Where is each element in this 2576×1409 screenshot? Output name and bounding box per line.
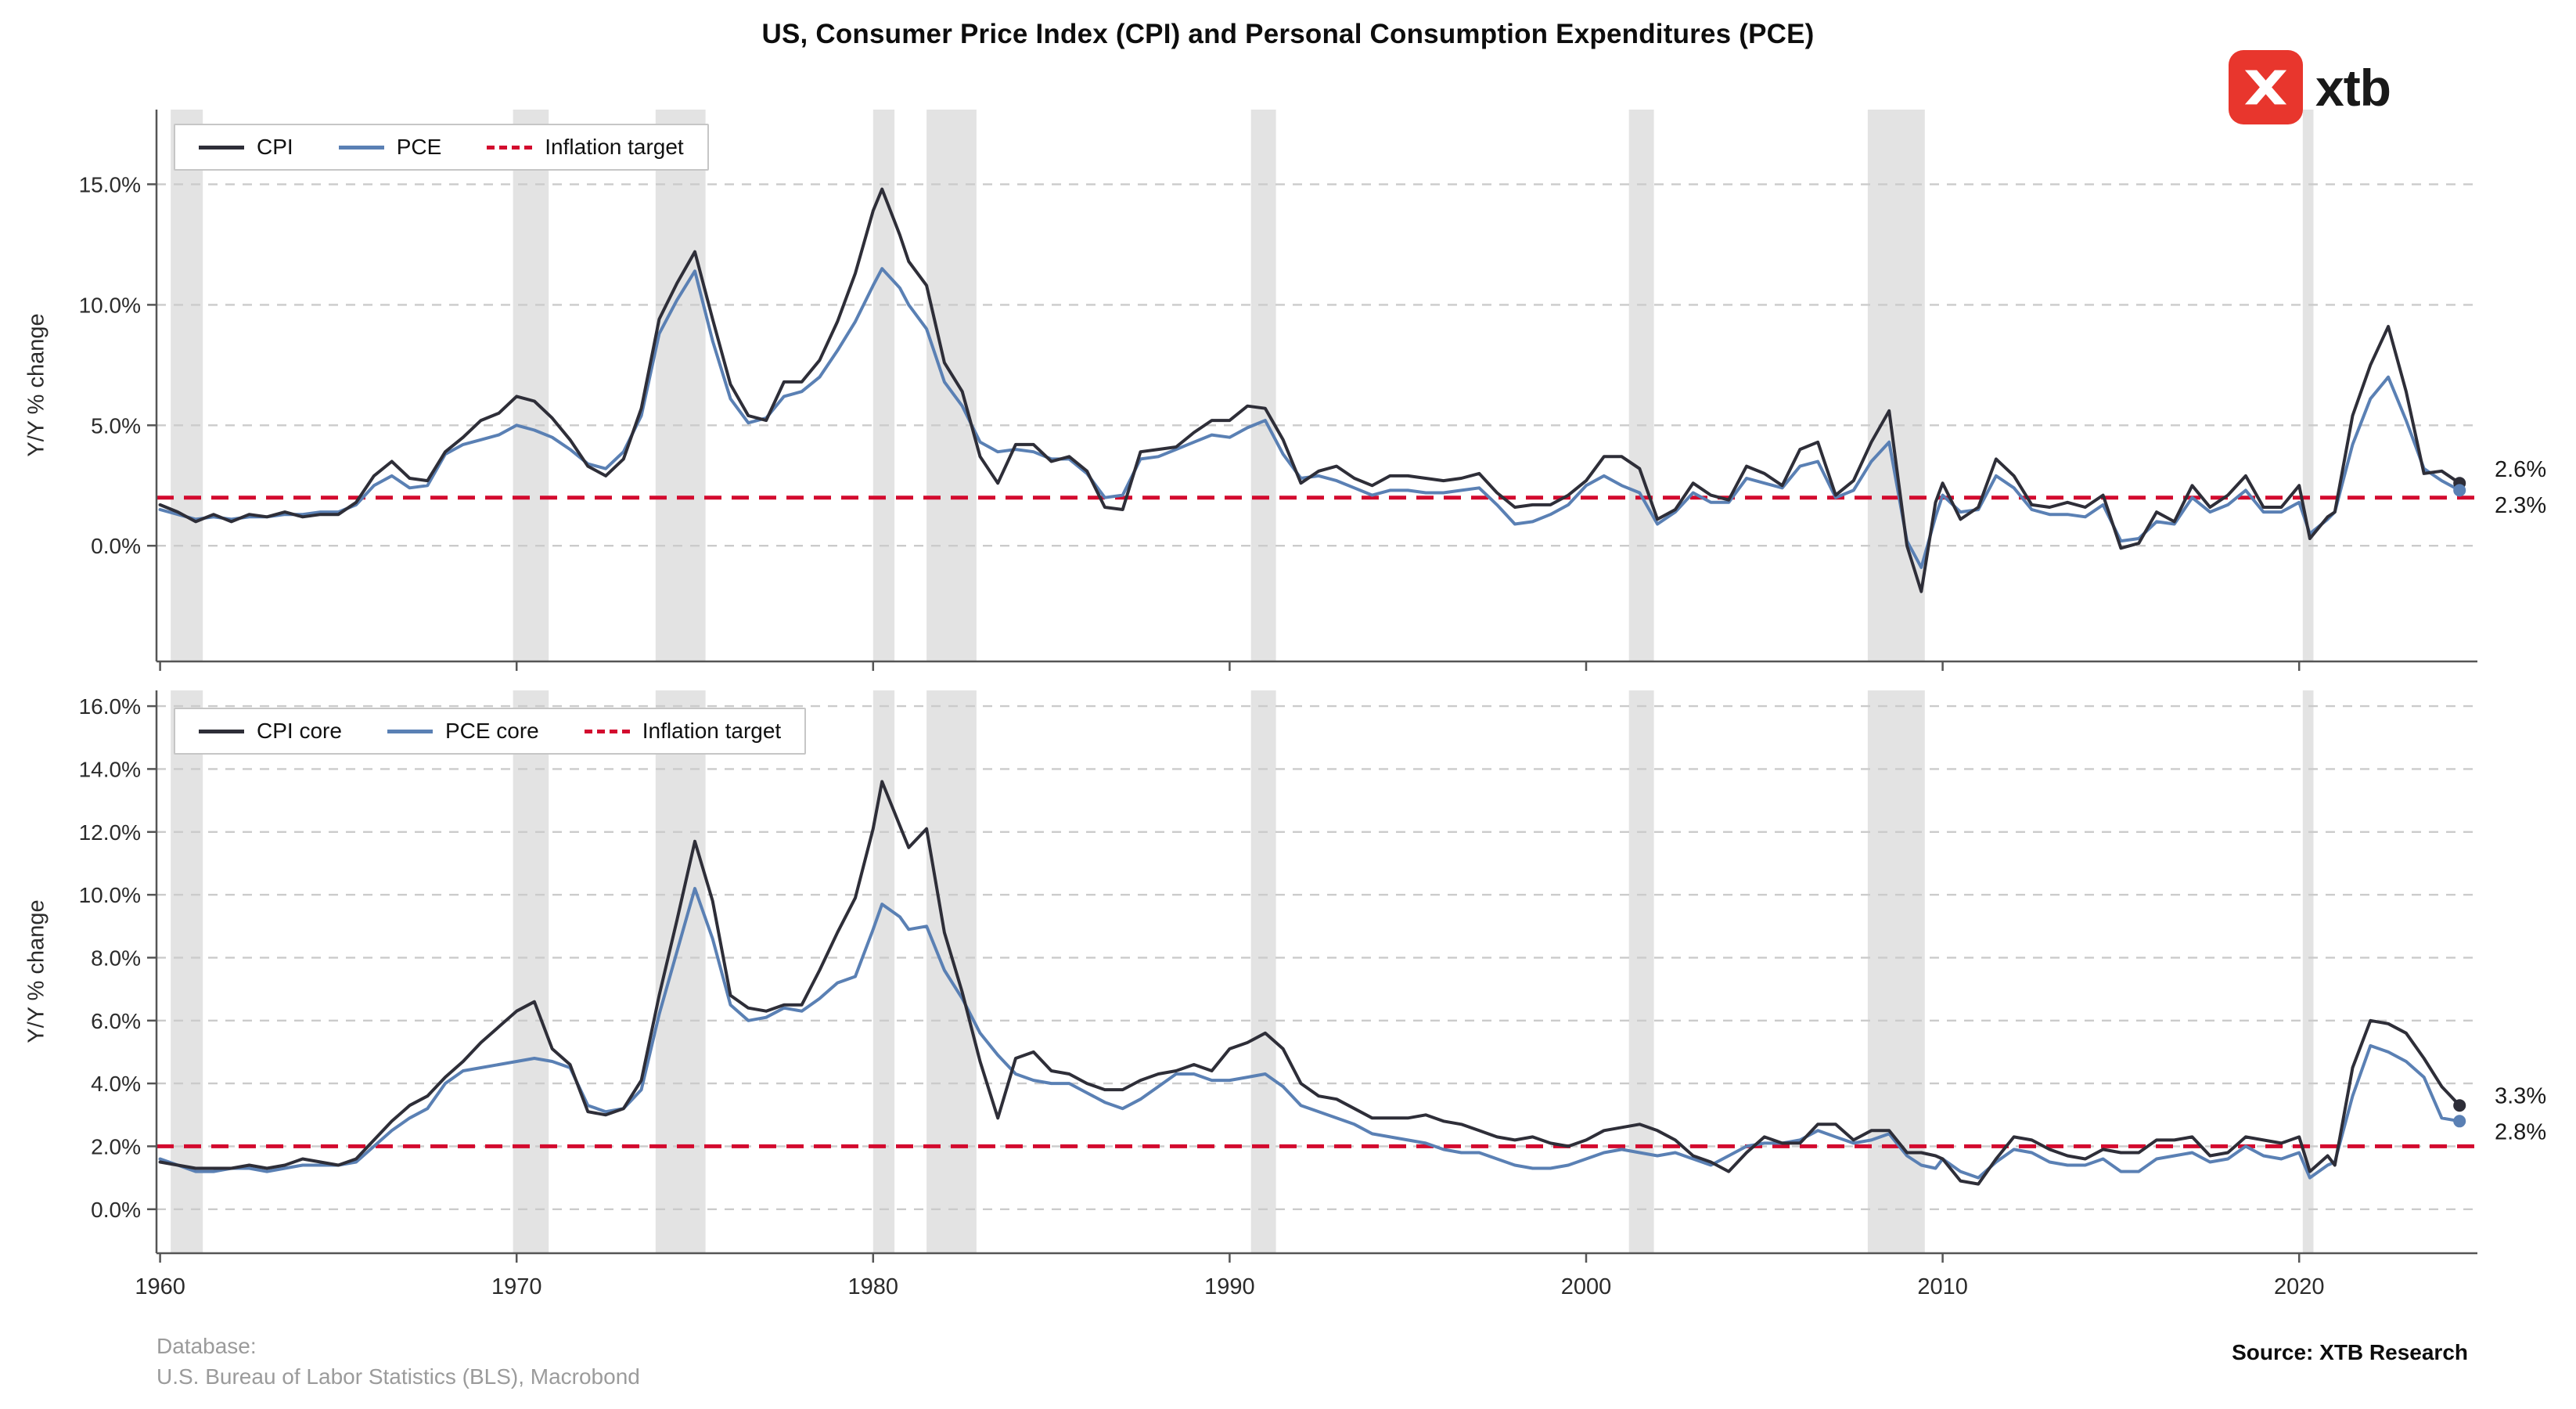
recession-band <box>655 110 706 661</box>
y-tick-label: 10.0% <box>79 293 141 317</box>
y-tick-label: 8.0% <box>91 946 141 970</box>
end-value-label: 3.3% <box>2495 1083 2546 1108</box>
legend-item-cpi: CPI <box>199 135 293 160</box>
y-tick-label: 4.0% <box>91 1072 141 1096</box>
y-tick-label: 0.0% <box>91 534 141 558</box>
end-value-label: 2.8% <box>2495 1119 2546 1144</box>
series-line-cpi <box>158 187 2462 593</box>
x-tick-label: 1960 <box>135 1274 185 1299</box>
x-tick-label: 1980 <box>848 1274 899 1299</box>
recession-band <box>655 690 706 1253</box>
series-end-dot <box>2453 1099 2466 1112</box>
pce-line-swatch <box>338 145 384 150</box>
recession-band <box>1867 690 1925 1253</box>
panel-core: 0.0% 2.0% 4.0% 6.0% 8.0% 10.0% 12.0% 14.0% 16.0%… <box>79 690 2546 1299</box>
y-tick-label: 15.0% <box>79 172 141 196</box>
recession-band <box>1628 110 1654 661</box>
end-value-label: 2.3% <box>2495 493 2546 518</box>
y-tick-label: 14.0% <box>79 757 141 781</box>
legend-item-pce-core: PCE core <box>387 719 539 744</box>
y-tick-label: 16.0% <box>79 694 141 719</box>
xtb-logo-text: xtb <box>2315 58 2391 117</box>
recession-band <box>872 690 895 1253</box>
legend-item-cpi-core: CPI core <box>199 719 342 744</box>
series-line-cpi-core <box>158 780 2462 1186</box>
yaxis-label-headline: Y/Y % change <box>23 313 49 457</box>
footer-database: Database: U.S. Bureau of Labor Statistic… <box>157 1331 640 1392</box>
pce-core-line-swatch <box>387 729 433 733</box>
legend-label-target: Inflation target <box>545 135 684 159</box>
recession-band <box>926 690 977 1253</box>
x-tick-label: 2010 <box>1917 1274 1968 1299</box>
database-label: Database: <box>157 1334 257 1358</box>
xtb-logo-icon <box>2229 50 2303 124</box>
y-tick-label: 10.0% <box>79 883 141 907</box>
yaxis-label-core: Y/Y % change <box>23 899 49 1043</box>
recession-band <box>1250 690 1276 1253</box>
legend-item-target: Inflation target <box>487 135 684 160</box>
legend-core: CPI core PCE core Inflation target <box>174 708 807 755</box>
y-tick-label: 6.0% <box>91 1009 141 1033</box>
recession-band <box>2302 110 2314 661</box>
series-end-dot <box>2453 484 2466 497</box>
cpi-core-line-swatch <box>199 729 244 733</box>
recession-band <box>1628 690 1654 1253</box>
recession-band <box>1250 110 1276 661</box>
x-tick-label: 1970 <box>491 1274 542 1299</box>
xtb-logo: xtb <box>2229 50 2391 124</box>
legend-item-target-core: Inflation target <box>584 719 782 744</box>
x-tick-label: 2000 <box>1561 1274 1612 1299</box>
y-tick-label: 0.0% <box>91 1198 141 1222</box>
legend-item-pce: PCE <box>338 135 442 160</box>
x-tick-label: 2020 <box>2274 1274 2325 1299</box>
target-line-swatch <box>487 145 533 150</box>
y-tick-label: 2.0% <box>91 1134 141 1159</box>
recession-band <box>513 110 549 661</box>
legend-label-pce: PCE <box>396 135 442 159</box>
page-title: US, Consumer Price Index (CPI) and Perso… <box>761 19 1815 49</box>
target-core-line-swatch <box>584 729 630 733</box>
panel-headline: 0.0% 5.0% 10.0% 15.0% 2.6% 2.3% <box>79 110 2546 671</box>
recession-band <box>513 690 549 1253</box>
end-value-label: 2.6% <box>2495 457 2546 482</box>
y-tick-label: 12.0% <box>79 820 141 845</box>
cpi-line-swatch <box>199 145 244 150</box>
series-line-pce <box>158 267 2462 569</box>
recession-band <box>171 110 203 661</box>
y-tick-label: 5.0% <box>91 413 141 438</box>
footer-source: Source: XTB Research <box>2232 1340 2468 1364</box>
series-end-dot <box>2453 1115 2466 1128</box>
legend-label-cpi: CPI <box>257 135 293 159</box>
series-line-pce-core <box>158 887 2462 1180</box>
legend-label-cpi-core: CPI core <box>257 719 342 743</box>
legend-label-target-core: Inflation target <box>642 719 782 743</box>
legend-headline: CPI PCE Inflation target <box>174 124 709 171</box>
legend-label-pce-core: PCE core <box>444 719 539 743</box>
x-tick-label: 1990 <box>1204 1274 1255 1299</box>
database-value: U.S. Bureau of Labor Statistics (BLS), M… <box>157 1364 640 1389</box>
recession-band <box>171 690 203 1253</box>
recession-band <box>926 110 977 661</box>
